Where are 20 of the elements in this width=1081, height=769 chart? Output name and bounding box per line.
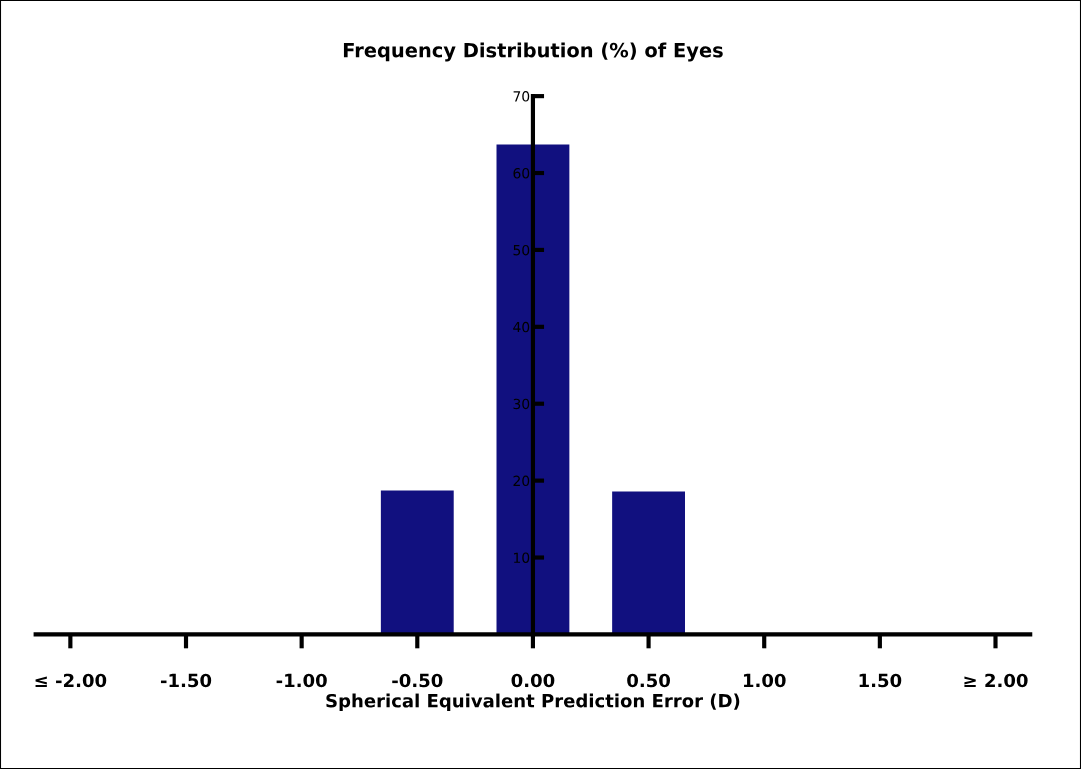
x-tick-label: -0.50: [392, 673, 443, 688]
y-tick-label: 40: [513, 321, 530, 333]
x-tick-label: 1.00: [743, 673, 786, 688]
y-tick-label: 10: [514, 552, 530, 563]
chart-title: Frequency Distribution (%) of Eyes: [343, 42, 723, 62]
bar: [380, 490, 454, 635]
x-tick-label: -1.00: [276, 673, 327, 688]
x-tick-label: 0.50: [627, 673, 670, 688]
y-tick-label: 60: [513, 167, 530, 179]
y-tick-label: 50: [513, 244, 530, 256]
bar: [612, 491, 685, 635]
x-axis-title: Spherical Equivalent Prediction Error (D): [326, 693, 740, 712]
x-tick-label: ≥ 2.00: [964, 673, 1028, 688]
x-tick-label: 1.50: [859, 673, 902, 688]
y-tick-label: 30: [513, 398, 530, 410]
y-tick-label: 70: [513, 91, 530, 102]
x-tick-label: -1.50: [160, 673, 212, 688]
x-tick-label: 0.00: [511, 673, 555, 688]
x-tick-label: ≤ -2.00: [35, 673, 107, 688]
y-tick-label: 20: [513, 475, 530, 487]
